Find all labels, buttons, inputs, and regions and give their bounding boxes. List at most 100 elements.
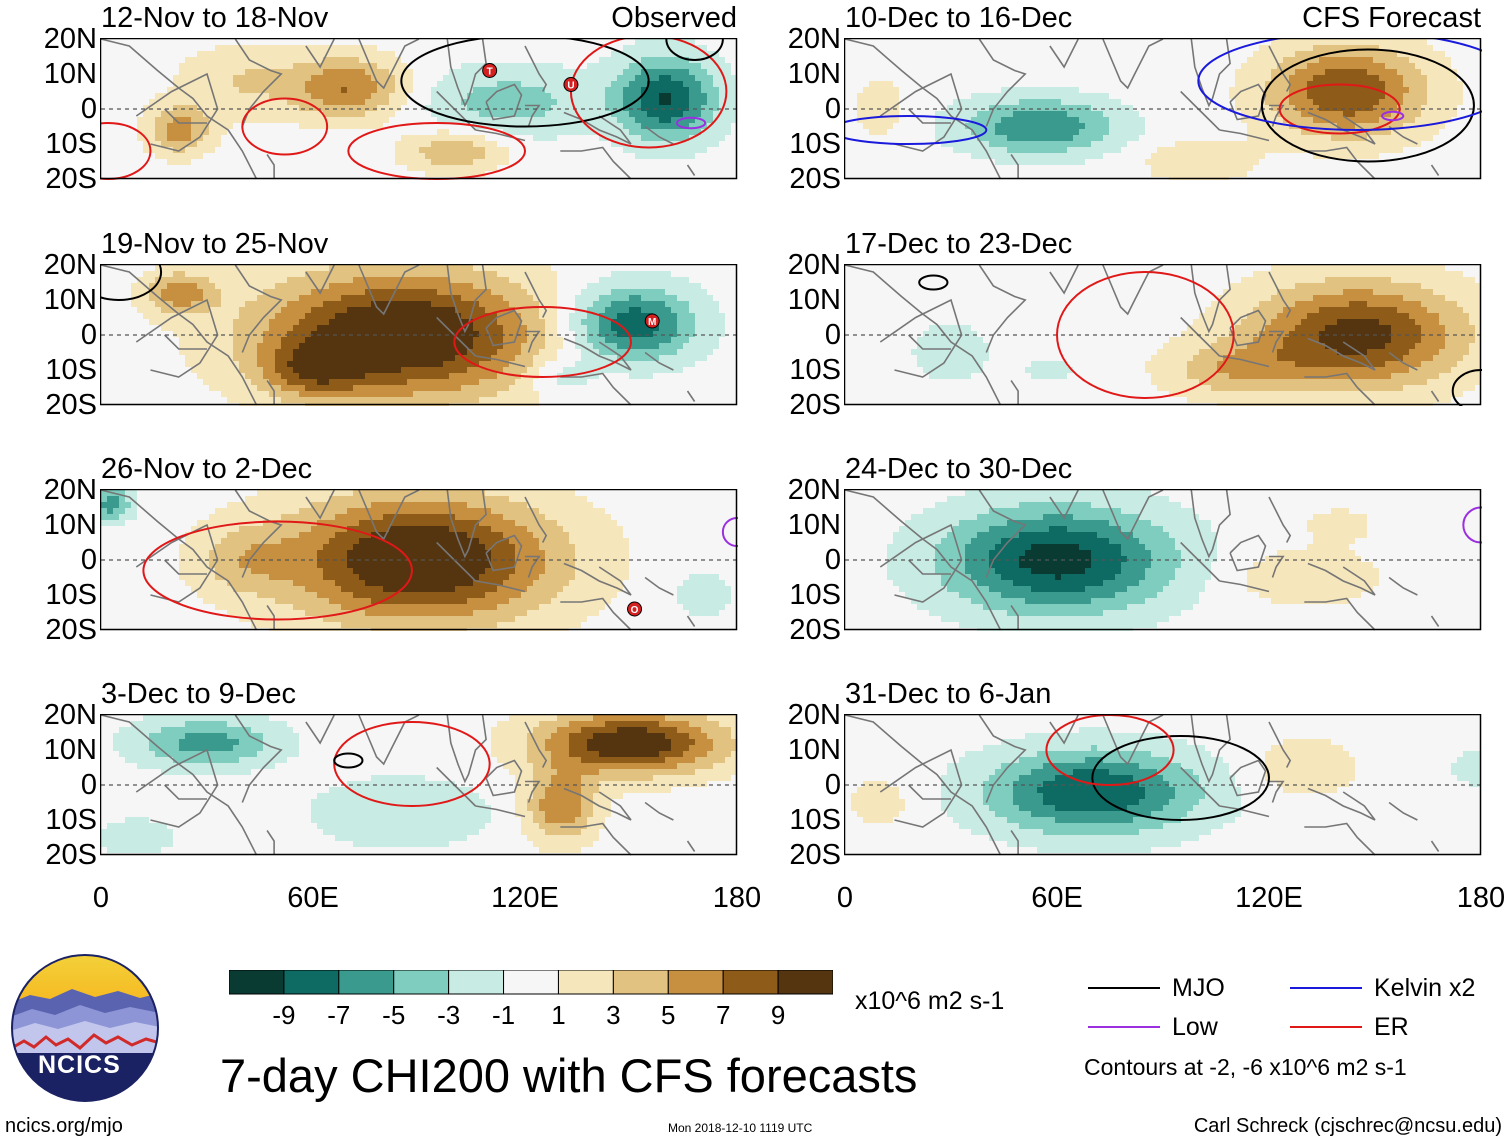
lat-label: 20S <box>771 840 841 870</box>
logo-text: NCICS <box>38 1051 121 1080</box>
colorbar-swatch <box>612 970 669 995</box>
lat-label: 20N <box>27 250 97 280</box>
lat-label: 10S <box>27 805 97 835</box>
map-panel <box>844 714 1482 856</box>
lat-label: 10N <box>771 735 841 765</box>
panel-source-label: CFS Forecast <box>1181 3 1481 33</box>
colorbar <box>229 970 833 995</box>
panel-title: 24-Dec to 30-Dec <box>845 454 1072 484</box>
lon-label: 60E <box>1007 883 1107 913</box>
wave-contour <box>100 264 163 301</box>
panel-title: 12-Nov to 18-Nov <box>101 3 328 33</box>
colorbar-tick-label: 7 <box>698 1002 748 1028</box>
lat-label: 0 <box>771 94 841 124</box>
storm-marker: O <box>627 601 643 617</box>
lon-label: 180 <box>1431 883 1510 913</box>
wave-contour <box>675 116 707 130</box>
legend-label: Low <box>1172 1014 1218 1040</box>
colorbar-swatch <box>722 970 779 995</box>
lat-label: 20S <box>771 615 841 645</box>
colorbar-swatch <box>338 970 395 995</box>
lat-label: 20S <box>771 390 841 420</box>
lat-label: 20N <box>771 250 841 280</box>
colorbar-tick-label: 9 <box>753 1002 803 1028</box>
lat-label: 0 <box>27 545 97 575</box>
wave-contour <box>844 115 988 145</box>
lat-label: 20N <box>27 475 97 505</box>
map-panel <box>844 264 1482 406</box>
panel-title: 19-Nov to 25-Nov <box>101 229 328 259</box>
panel-title: 26-Nov to 2-Dec <box>101 454 312 484</box>
lat-label: 20N <box>771 475 841 505</box>
colorbar-tick-label: 3 <box>588 1002 638 1028</box>
contour-note: Contours at -2, -6 x10^6 m2 s-1 <box>1084 1054 1407 1080</box>
lat-label: 10N <box>771 59 841 89</box>
wave-contour <box>453 306 632 378</box>
lat-label: 10S <box>27 129 97 159</box>
storm-marker: U <box>563 77 579 92</box>
lat-label: 10N <box>771 285 841 315</box>
lat-label: 10S <box>27 355 97 385</box>
lat-label: 20S <box>27 164 97 194</box>
lat-label: 10N <box>27 59 97 89</box>
lon-label: 0 <box>795 883 895 913</box>
storm-letter: T <box>487 67 493 78</box>
website-link[interactable]: ncics.org/mjo <box>5 1115 123 1138</box>
colorbar-swatch <box>557 970 614 995</box>
lat-label: 10S <box>27 580 97 610</box>
lon-label: 120E <box>475 883 575 913</box>
lat-label: 10S <box>771 355 841 385</box>
legend-label: MJO <box>1172 975 1225 1001</box>
legend-swatch <box>1088 987 1160 989</box>
lat-label: 0 <box>27 94 97 124</box>
wave-contour <box>241 97 329 156</box>
lat-label: 20N <box>27 700 97 730</box>
colorbar-tick-label: -9 <box>259 1002 309 1028</box>
wave-contour <box>1381 110 1405 122</box>
colorbar-swatch <box>667 970 724 995</box>
wave-contour <box>142 520 413 621</box>
ncics-logo <box>11 954 159 1102</box>
lat-label: 20S <box>27 390 97 420</box>
lat-label: 20S <box>27 840 97 870</box>
colorbar-tick-label: -3 <box>424 1002 474 1028</box>
wave-contour <box>1091 735 1270 821</box>
storm-marker: M <box>644 313 660 329</box>
wave-contour <box>1260 48 1475 163</box>
colorbar-tick-label: 1 <box>533 1002 583 1028</box>
storm-letter: U <box>567 81 574 92</box>
lat-label: 10N <box>27 285 97 315</box>
lat-label: 20N <box>771 24 841 54</box>
lat-label: 20N <box>771 700 841 730</box>
lat-label: 10S <box>771 580 841 610</box>
colorbar-swatch <box>229 970 285 995</box>
colorbar-tick-label: 5 <box>643 1002 693 1028</box>
colorbar-tick-label: -7 <box>314 1002 364 1028</box>
lat-label: 20S <box>771 164 841 194</box>
storm-letter: M <box>648 317 656 328</box>
lon-label: 0 <box>51 883 151 913</box>
map-panel: M <box>100 264 738 406</box>
panel-title: 17-Dec to 23-Dec <box>845 229 1072 259</box>
lat-label: 10N <box>771 510 841 540</box>
colorbar-swatch <box>448 970 505 995</box>
wave-contour <box>333 721 491 807</box>
panel-title: 3-Dec to 9-Dec <box>101 679 296 709</box>
wave-contour <box>400 38 650 128</box>
lon-label: 180 <box>687 883 787 913</box>
colorbar-tick-label: -1 <box>479 1002 529 1028</box>
wave-contour <box>1056 271 1235 399</box>
timestamp: Mon 2018-12-10 1119 UTC <box>668 1121 812 1135</box>
storm-letter: O <box>631 605 639 616</box>
map-panel <box>100 714 738 856</box>
legend-label: ER <box>1374 1014 1409 1040</box>
panel-source-label: Observed <box>437 3 737 33</box>
panel-title: 31-Dec to 6-Jan <box>845 679 1051 709</box>
main-title: 7-day CHI200 with CFS forecasts <box>220 1050 917 1102</box>
legend-swatch <box>1290 1026 1362 1028</box>
map-panel <box>844 38 1482 180</box>
lon-label: 120E <box>1219 883 1319 913</box>
panel-title: 10-Dec to 16-Dec <box>845 3 1072 33</box>
lat-label: 0 <box>771 320 841 350</box>
lat-label: 0 <box>27 320 97 350</box>
